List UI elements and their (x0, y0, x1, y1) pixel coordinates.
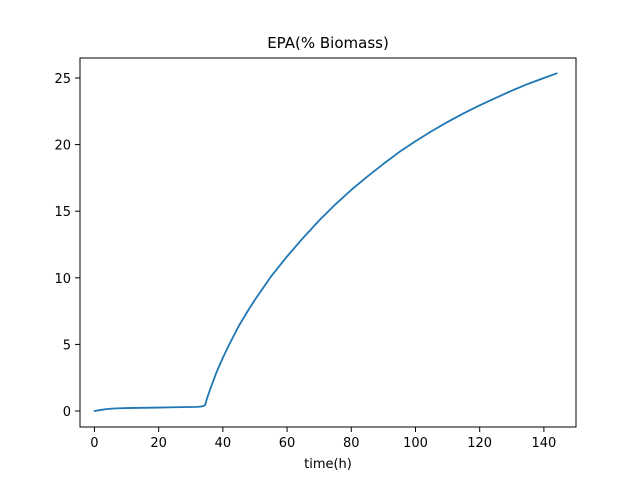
x-tick-label: 0 (90, 436, 98, 451)
y-tick-label: 15 (54, 205, 71, 220)
plot-area (93, 72, 558, 412)
x-tick-label: 80 (343, 436, 360, 451)
plot-frame (79, 57, 577, 428)
y-tick-label: 5 (63, 338, 71, 353)
series-line (93, 72, 558, 412)
y-tick-label: 0 (63, 405, 71, 420)
y-tick-label: 20 (54, 139, 71, 154)
x-tick-label: 140 (531, 436, 556, 451)
chart-title: EPA(% Biomass) (267, 34, 389, 52)
x-axis-label: time(h) (304, 457, 352, 472)
x-tick-label: 40 (215, 436, 232, 451)
x-axis: 0 20 40 60 80 100 120 140 (90, 427, 556, 451)
y-tick-label: 25 (54, 72, 71, 87)
x-tick-label: 120 (467, 436, 492, 451)
y-tick-label: 10 (54, 272, 71, 287)
x-tick-label: 60 (279, 436, 296, 451)
x-tick-label: 20 (150, 436, 167, 451)
x-tick-label: 100 (403, 436, 428, 451)
y-axis: 0 5 10 15 20 25 (54, 72, 80, 420)
